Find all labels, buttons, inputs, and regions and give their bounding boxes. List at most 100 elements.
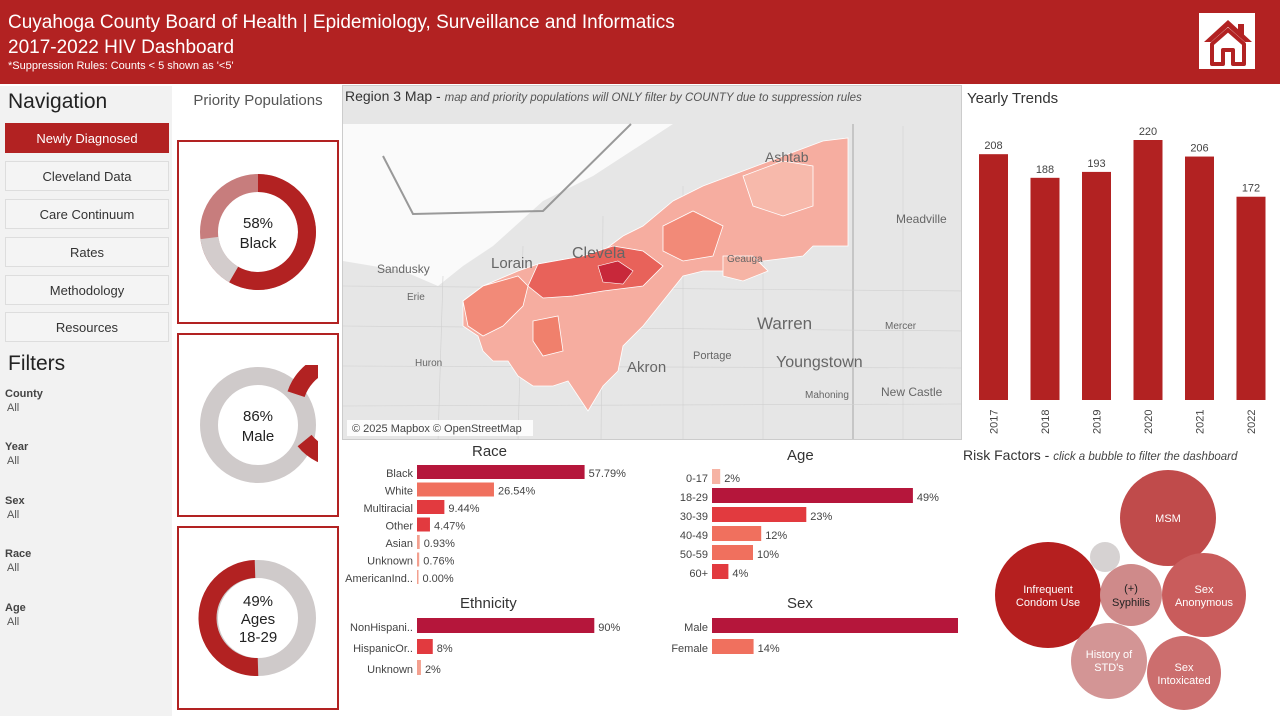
risk-factors-title-text: Risk Factors <box>963 447 1041 463</box>
race-title: Race <box>472 443 508 460</box>
bar-40-49[interactable] <box>712 526 762 541</box>
nav-rates-button[interactable]: Rates <box>5 237 169 267</box>
bubble-other[interactable] <box>1090 542 1120 572</box>
bar-Other[interactable] <box>417 517 430 532</box>
bar-value-label: 172 <box>1242 183 1260 195</box>
cuyahoga-county[interactable] <box>527 245 664 299</box>
filter-county-value[interactable]: All <box>7 402 20 414</box>
bar-Unknown[interactable] <box>417 660 421 675</box>
nav-newly-diagnosed-button[interactable]: Newly Diagnosed <box>5 123 169 153</box>
priority-donut-black[interactable]: 58% Black <box>177 140 339 324</box>
bar-Asian[interactable] <box>417 535 420 549</box>
map-label: Meadville <box>896 212 947 226</box>
donut-pct-label: 49% <box>242 593 274 610</box>
bubble-msm[interactable] <box>1120 470 1216 566</box>
bar-50-59[interactable] <box>712 545 753 560</box>
filter-age-value[interactable]: All <box>7 616 20 628</box>
map-label: New Castle <box>881 385 943 399</box>
nav-care-continuum-button[interactable]: Care Continuum <box>5 199 169 229</box>
bubble-label: MSM <box>1155 513 1181 525</box>
bubble-infrequent-condom-use[interactable] <box>995 542 1101 648</box>
nav-resources-button[interactable]: Resources <box>5 312 169 342</box>
bar-value-label: 193 <box>1087 158 1105 170</box>
bar-White[interactable] <box>417 482 494 497</box>
bubble-syphilis[interactable] <box>1100 564 1162 626</box>
x-tick-label: 2020 <box>1143 410 1155 434</box>
donut-ring-other <box>200 236 239 283</box>
category-label: Multiracial <box>363 503 413 515</box>
map-label: Akron <box>627 359 666 376</box>
bar-Multiracial[interactable] <box>417 500 445 514</box>
bubble-history-of-stds[interactable] <box>1071 623 1147 699</box>
bar-2019[interactable] <box>1082 171 1111 400</box>
bar-2018[interactable] <box>1030 177 1060 400</box>
bar-2017[interactable] <box>979 154 1008 400</box>
map-label: Lorain <box>491 255 533 272</box>
bar-2020[interactable] <box>1133 140 1163 400</box>
bar-2021[interactable] <box>1185 156 1214 400</box>
donut-pct-label: 58% <box>242 215 274 232</box>
bar-value-label: 206 <box>1190 143 1208 155</box>
bar-Female[interactable] <box>712 639 754 654</box>
category-label: Other <box>385 521 413 533</box>
bar-Unknown[interactable] <box>417 552 420 567</box>
bar-Black[interactable] <box>417 465 585 479</box>
donut-chart <box>198 560 316 677</box>
bubble-sex-intoxicated[interactable] <box>1147 636 1221 710</box>
map-label: Sandusky <box>377 262 430 276</box>
bubble-label: STD's <box>1094 662 1124 674</box>
filter-year-value[interactable]: All <box>7 455 20 467</box>
bar-60+[interactable] <box>712 564 729 579</box>
home-icon <box>1204 20 1252 66</box>
bar-HispanicOr..[interactable] <box>417 639 433 654</box>
map-label: Erie <box>407 292 425 303</box>
x-tick-label: 2022 <box>1246 410 1258 434</box>
map-subtitle: map and priority populations will ONLY f… <box>444 92 862 104</box>
lorain-county[interactable] <box>462 275 529 337</box>
bar-Male[interactable] <box>712 618 958 633</box>
donut-group-label: Ages <box>240 611 276 628</box>
ethnicity-title: Ethnicity <box>460 595 517 612</box>
category-label: 60+ <box>689 568 708 580</box>
bar-value-label: 90% <box>598 622 620 634</box>
filter-sex-value[interactable]: All <box>7 509 20 521</box>
race-chart[interactable]: Black 57.79% White 26.54% Multiracial 9.44% Ot… <box>342 465 662 589</box>
nav-methodology-button[interactable]: Methodology <box>5 275 169 305</box>
bar-NonHispani..[interactable] <box>417 618 595 633</box>
donut-pct-label: 86% <box>242 408 274 425</box>
suppression-note: *Suppression Rules: Counts < 5 shown as … <box>8 60 234 72</box>
map-attribution[interactable]: © 2025 Mapbox © OpenStreetMap <box>352 423 522 435</box>
home-button[interactable] <box>1199 13 1255 69</box>
risk-factors-bubbles[interactable]: MSM Infrequent Condom Use (+) Syphilis S… <box>963 465 1275 715</box>
map-label: Huron <box>415 358 442 369</box>
yearly-trends-chart[interactable]: 208 2017 188 2018 193 2019 220 2020 206 2021 172 20… <box>963 110 1275 440</box>
priority-donut-male[interactable]: 86% Male <box>177 333 339 517</box>
bubble-label: Sex <box>1175 662 1194 674</box>
bar-0-17[interactable] <box>712 469 721 484</box>
bar-value-label: 8% <box>437 643 453 655</box>
risk-factors-subtitle: click a bubble to filter the dashboard <box>1053 451 1238 463</box>
bar-value-label: 57.79% <box>589 468 627 480</box>
bar-2022[interactable] <box>1236 196 1266 400</box>
bar-30-39[interactable] <box>712 507 807 522</box>
bubble-label: Infrequent <box>1023 584 1073 596</box>
bar-value-label: 14% <box>758 643 780 655</box>
nav-cleveland-data-button[interactable]: Cleveland Data <box>5 161 169 191</box>
filter-age-label: Age <box>5 602 26 614</box>
filter-sex-label: Sex <box>5 495 25 507</box>
bar-value-label: 0.93% <box>424 538 455 550</box>
ethnicity-chart[interactable]: NonHispani.. 90% HispanicOr.. 8% Unknown 2% <box>342 618 662 680</box>
priority-donut-age[interactable]: 49% Ages 18-29 <box>177 526 339 710</box>
bubble-sex-anonymous[interactable] <box>1162 553 1246 637</box>
filter-race-value[interactable]: All <box>7 562 20 574</box>
donut-group-label: Black <box>239 235 277 252</box>
category-label: 50-59 <box>680 549 708 561</box>
category-label: 0-17 <box>686 473 708 485</box>
age-chart[interactable]: 0-17 2% 18-29 49% 30-39 23% 40-49 12% 50-59 10% 60… <box>662 469 958 585</box>
bar-value-label: 4% <box>732 568 748 580</box>
bar-18-29[interactable] <box>712 488 913 503</box>
region-map[interactable]: Ashtab Meadville Sandusky Lorain Clevela… <box>342 85 962 440</box>
map-label: Youngstown <box>776 354 863 371</box>
bar-AmericanInd..[interactable] <box>417 570 419 584</box>
